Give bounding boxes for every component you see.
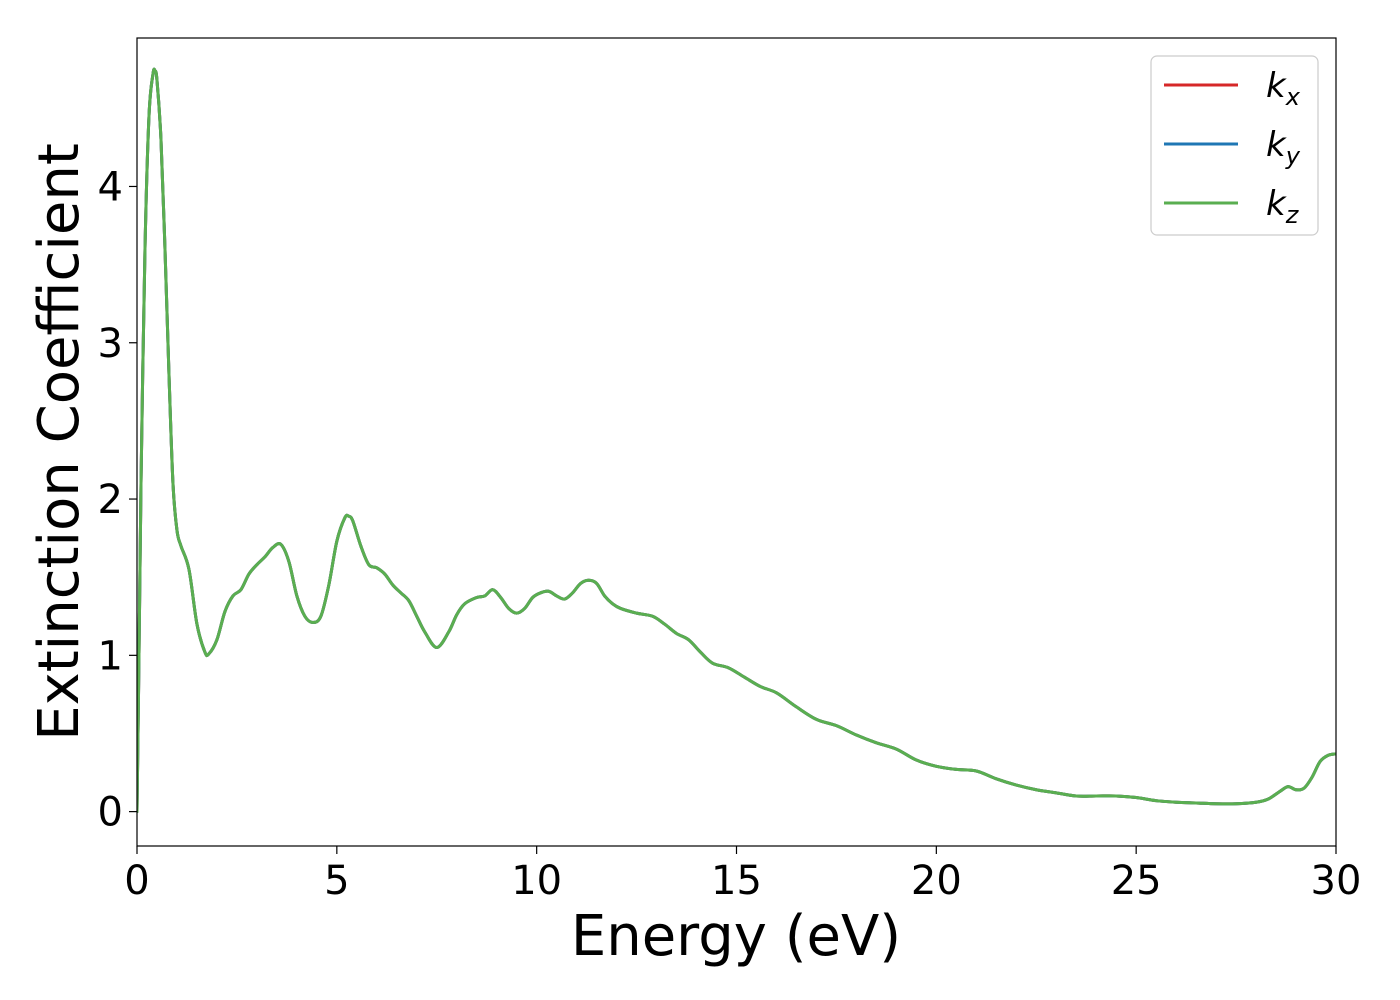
x-tick-label: 15 [711, 858, 762, 904]
x-axis: 0 5 10 15 20 25 30 [124, 846, 1361, 904]
legend-label-main: k [1266, 66, 1287, 106]
legend-label-main: k [1266, 125, 1287, 165]
series-line-z [137, 67, 1336, 814]
legend-label-z: kz [1266, 184, 1300, 229]
y-tick-label: 1 [98, 633, 123, 679]
legend-label-main: k [1266, 184, 1287, 224]
x-tick-label: 30 [1311, 858, 1362, 904]
x-tick-label: 5 [324, 858, 349, 904]
y-tick-label: 3 [98, 321, 123, 367]
legend-label-sub: z [1285, 201, 1300, 229]
legend-label-x: kx [1266, 66, 1301, 111]
x-tick-label: 10 [511, 858, 562, 904]
legend-label-sub: x [1285, 83, 1301, 111]
y-tick-label: 0 [98, 790, 123, 836]
y-tick-label: 4 [98, 164, 123, 210]
y-tick-label: 2 [98, 477, 123, 523]
x-tick-label: 25 [1111, 858, 1162, 904]
x-tick-label: 0 [124, 858, 149, 904]
y-axis: 0 1 2 3 4 [98, 164, 137, 836]
x-tick-label: 20 [911, 858, 962, 904]
x-axis-title: Energy (eV) [571, 904, 901, 969]
legend-label-sub: y [1285, 142, 1301, 170]
legend-label-y: ky [1266, 125, 1301, 170]
y-axis-title: Extinction Coefficient [27, 143, 92, 741]
series-group [137, 67, 1336, 814]
